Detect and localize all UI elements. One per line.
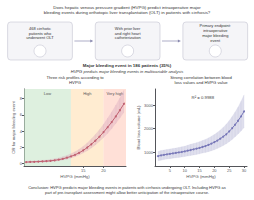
- svg-text:and right heart: and right heart: [114, 30, 141, 36]
- svg-text:15: 15: [197, 168, 202, 173]
- svg-text:bleeding events during orthoto: bleeding events during orthotopic liver …: [44, 10, 211, 15]
- svg-text:20: 20: [212, 168, 217, 173]
- svg-text:4: 4: [20, 129, 23, 134]
- svg-text:major bleeding: major bleeding: [202, 32, 229, 38]
- svg-text:Low: Low: [44, 91, 51, 96]
- svg-text:underwent OLT: underwent OLT: [26, 35, 54, 40]
- svg-text:Blood loss volume (mL): Blood loss volume (mL): [136, 105, 141, 149]
- svg-text:HVPG (mmHg): HVPG (mmHg): [60, 174, 90, 179]
- svg-text:Very high: Very high: [106, 91, 123, 96]
- svg-text:Strong correlation between blo: Strong correlation between blood: [170, 75, 232, 80]
- svg-text:15: 15: [81, 168, 86, 173]
- svg-text:R² = 0.9988: R² = 0.9988: [192, 95, 215, 100]
- svg-text:Does hepatic venous pressure g: Does hepatic venous pressure gradient (H…: [53, 5, 201, 10]
- svg-text:30: 30: [242, 168, 247, 173]
- svg-text:25: 25: [227, 168, 232, 173]
- svg-text:Conclusion: HVPG predicts majo: Conclusion: HVPG predicts major bleeding…: [28, 185, 226, 191]
- svg-text:20: 20: [101, 168, 106, 173]
- svg-text:3000: 3000: [144, 103, 154, 108]
- svg-text:part of pre-transplant assessm: part of pre-transplant assessment might …: [45, 190, 209, 195]
- svg-text:2: 2: [20, 145, 23, 150]
- svg-text:event: event: [210, 38, 221, 43]
- svg-text:468 cirrhotic: 468 cirrhotic: [29, 25, 51, 31]
- svg-text:2000: 2000: [144, 126, 154, 131]
- svg-text:5: 5: [169, 168, 172, 173]
- svg-text:HVPG: HVPG: [69, 80, 81, 85]
- svg-text:HVPG (mmHg): HVPG (mmHg): [186, 174, 216, 179]
- svg-text:10: 10: [182, 168, 187, 173]
- svg-text:1000: 1000: [144, 150, 154, 155]
- svg-text:intraoperative: intraoperative: [203, 28, 228, 34]
- svg-text:OR for major bleeding event: OR for major bleeding event: [11, 100, 16, 153]
- svg-text:Major bleeding event in 186 pa: Major bleeding event in 186 patients (35…: [83, 63, 172, 68]
- svg-text:HVPG predicts major bleeding e: HVPG predicts major bleeding events in m…: [71, 69, 184, 74]
- svg-text:Primary endpoint:: Primary endpoint:: [199, 23, 231, 29]
- svg-text:patients who: patients who: [28, 30, 52, 36]
- svg-text:loss values and HVPG value: loss values and HVPG value: [174, 80, 228, 85]
- svg-text:With prior liver: With prior liver: [114, 25, 141, 31]
- svg-text:Three risk profiles according: Three risk profiles according to: [46, 75, 104, 80]
- svg-text:High: High: [83, 91, 91, 96]
- svg-text:8: 8: [20, 96, 23, 101]
- svg-text:6: 6: [20, 112, 23, 117]
- svg-text:0: 0: [20, 161, 23, 166]
- svg-text:catheterization: catheterization: [115, 35, 141, 40]
